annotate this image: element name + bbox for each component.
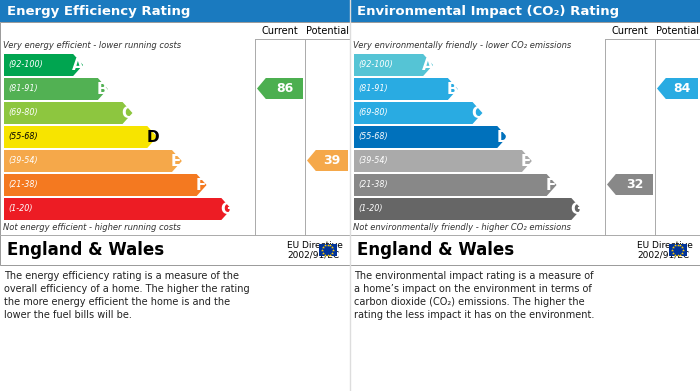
Text: Environmental Impact (CO₂) Rating: Environmental Impact (CO₂) Rating [357,5,619,18]
Text: (39-54): (39-54) [8,156,38,165]
Polygon shape [4,102,132,124]
Text: A: A [422,57,434,72]
Text: (1-20): (1-20) [358,204,382,213]
Text: C: C [472,106,483,120]
FancyBboxPatch shape [0,0,350,22]
Polygon shape [4,78,108,100]
Text: E: E [521,154,531,169]
Text: 39: 39 [323,154,340,167]
Text: lower the fuel bills will be.: lower the fuel bills will be. [4,310,132,320]
Text: Current: Current [612,25,648,36]
Polygon shape [354,126,508,148]
Text: B: B [447,81,459,97]
Text: (21-38): (21-38) [8,181,38,190]
Polygon shape [4,54,83,76]
Text: C: C [122,106,133,120]
Polygon shape [354,198,581,220]
Polygon shape [354,150,532,172]
FancyBboxPatch shape [318,244,337,256]
Polygon shape [354,174,556,196]
Text: Energy Efficiency Rating: Energy Efficiency Rating [7,5,190,18]
Text: G: G [570,201,583,217]
Text: 2002/91/EC: 2002/91/EC [637,251,689,260]
Polygon shape [354,78,458,100]
Text: (1-20): (1-20) [8,204,32,213]
Text: (92-100): (92-100) [8,61,43,70]
Text: England & Wales: England & Wales [357,241,514,259]
FancyBboxPatch shape [350,0,700,22]
Text: The energy efficiency rating is a measure of the: The energy efficiency rating is a measur… [4,271,239,281]
Text: 32: 32 [626,178,643,191]
FancyBboxPatch shape [350,22,700,265]
Polygon shape [354,54,433,76]
Text: D: D [146,129,159,145]
Text: 86: 86 [276,82,293,95]
Text: (55-68): (55-68) [358,133,388,142]
Polygon shape [4,174,206,196]
Text: rating the less impact it has on the environment.: rating the less impact it has on the env… [354,310,594,320]
Text: (81-91): (81-91) [8,84,38,93]
Polygon shape [4,150,182,172]
Text: A: A [72,57,84,72]
Text: (81-91): (81-91) [358,84,388,93]
Polygon shape [607,174,653,195]
Text: F: F [196,178,206,192]
Polygon shape [257,78,303,99]
Text: overall efficiency of a home. The higher the rating: overall efficiency of a home. The higher… [4,284,250,294]
Text: (69-80): (69-80) [8,108,38,118]
Text: Not energy efficient - higher running costs: Not energy efficient - higher running co… [3,224,181,233]
Text: Potential: Potential [656,25,699,36]
Polygon shape [307,150,348,171]
Text: carbon dioxide (CO₂) emissions. The higher the: carbon dioxide (CO₂) emissions. The high… [354,297,584,307]
Text: E: E [171,154,181,169]
Text: a home’s impact on the environment in terms of: a home’s impact on the environment in te… [354,284,592,294]
Text: F: F [546,178,556,192]
Text: (55-68): (55-68) [8,133,38,142]
Text: Very environmentally friendly - lower CO₂ emissions: Very environmentally friendly - lower CO… [353,41,571,50]
Text: D: D [496,129,509,145]
Text: (21-38): (21-38) [358,181,388,190]
Text: B: B [97,81,108,97]
Text: Not environmentally friendly - higher CO₂ emissions: Not environmentally friendly - higher CO… [353,224,571,233]
Text: G: G [220,201,233,217]
Text: The environmental impact rating is a measure of: The environmental impact rating is a mea… [354,271,594,281]
Text: Potential: Potential [306,25,349,36]
Text: Current: Current [262,25,298,36]
Text: 84: 84 [673,82,691,95]
Text: 2002/91/EC: 2002/91/EC [287,251,339,260]
Polygon shape [354,102,482,124]
Text: EU Directive: EU Directive [287,242,343,251]
Text: (69-80): (69-80) [358,108,388,118]
Polygon shape [657,78,698,99]
Text: (39-54): (39-54) [358,156,388,165]
Text: EU Directive: EU Directive [637,242,693,251]
Text: (92-100): (92-100) [358,61,393,70]
Polygon shape [4,198,231,220]
Polygon shape [4,126,158,148]
FancyBboxPatch shape [668,244,687,256]
FancyBboxPatch shape [0,22,350,265]
Text: England & Wales: England & Wales [7,241,164,259]
Text: the more energy efficient the home is and the: the more energy efficient the home is an… [4,297,230,307]
Text: Very energy efficient - lower running costs: Very energy efficient - lower running co… [3,41,181,50]
